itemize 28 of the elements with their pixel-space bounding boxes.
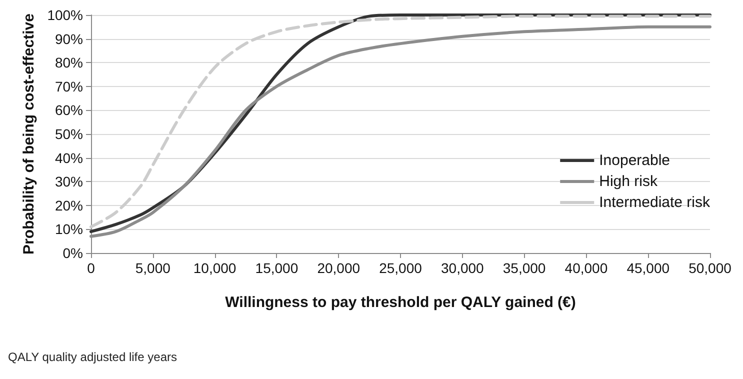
y-tick-label: 10%: [54, 221, 83, 238]
x-tick-label: 25,000: [379, 260, 422, 276]
y-tick-label: 40%: [54, 150, 83, 166]
x-tick-label: 45,000: [626, 260, 670, 276]
x-tick-label: 30,000: [440, 260, 484, 276]
x-tick-label: 15,000: [255, 260, 298, 276]
x-tick-label: 0: [87, 260, 96, 276]
y-tick-label: 50%: [54, 126, 83, 142]
x-tick-label: 40,000: [564, 260, 608, 276]
y-tick-label: 0%: [62, 245, 83, 261]
legend-label: Inoperable: [599, 152, 670, 169]
x-tick-label: 20,000: [317, 260, 360, 276]
x-tick-label: 5,000: [135, 260, 171, 276]
y-axis-title: Probability of being cost-effective: [20, 14, 38, 254]
text: QALY quality adjusted life years: [8, 350, 177, 364]
x-axis-title: Willingness to pay threshold per QALY gained (€): [225, 294, 576, 311]
x-tick-label: 35,000: [502, 260, 546, 276]
y-tick-label: 100%: [47, 7, 83, 23]
y-tick-label: 60%: [54, 102, 83, 118]
legend-label: High risk: [599, 173, 658, 190]
y-tick-label: 80%: [54, 54, 83, 71]
y-tick-label: 20%: [54, 197, 83, 214]
y-tick-label: 30%: [54, 174, 83, 190]
x-tick-label: 10,000: [193, 260, 236, 276]
x-tick-label: 50,000: [688, 260, 732, 276]
legend-label: Intermediate risk: [599, 194, 710, 211]
y-tick-label: 90%: [54, 30, 83, 47]
y-tick-label: 70%: [54, 78, 83, 94]
